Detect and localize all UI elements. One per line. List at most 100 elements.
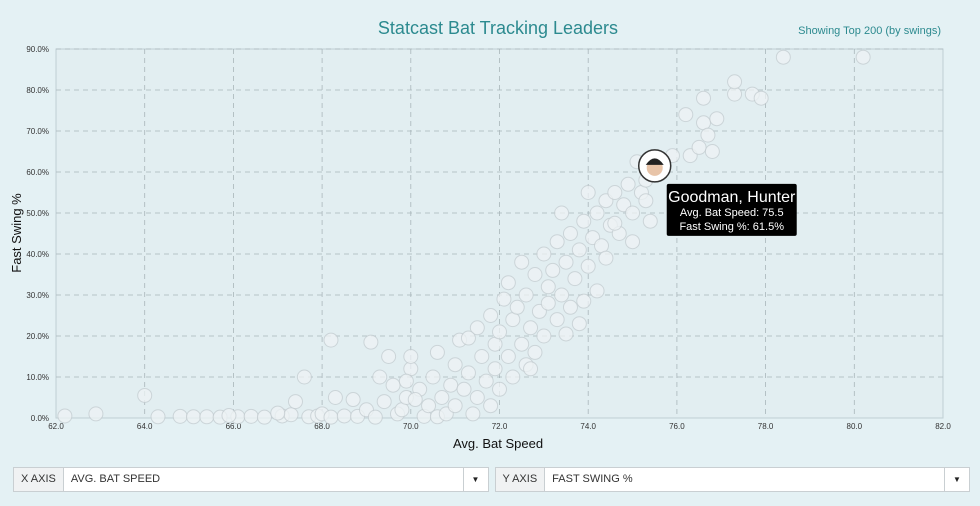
- data-point[interactable]: [567, 271, 583, 287]
- data-point[interactable]: [576, 293, 592, 309]
- data-point[interactable]: [283, 407, 299, 423]
- data-point[interactable]: [709, 111, 725, 127]
- data-point[interactable]: [571, 242, 587, 258]
- data-point[interactable]: [558, 254, 574, 270]
- data-point[interactable]: [487, 361, 503, 377]
- data-point[interactable]: [447, 398, 463, 414]
- data-point[interactable]: [483, 308, 499, 323]
- caret-down-icon[interactable]: ▼: [462, 468, 488, 491]
- data-point[interactable]: [855, 49, 871, 65]
- data-point[interactable]: [296, 369, 312, 385]
- data-point[interactable]: [775, 49, 791, 65]
- data-point[interactable]: [562, 226, 578, 241]
- data-point[interactable]: [753, 90, 769, 106]
- data-point[interactable]: [496, 291, 512, 307]
- data-point[interactable]: [580, 258, 596, 274]
- data-point[interactable]: [323, 332, 339, 348]
- x-axis-select[interactable]: X AXIS AVG. BAT SPEED ▼: [13, 467, 489, 492]
- data-point[interactable]: [625, 234, 641, 250]
- data-point[interactable]: [199, 409, 215, 425]
- data-point[interactable]: [287, 394, 303, 410]
- data-point[interactable]: [185, 409, 201, 425]
- data-point[interactable]: [598, 250, 614, 266]
- data-point[interactable]: [425, 369, 441, 385]
- data-point[interactable]: [376, 394, 392, 410]
- data-point[interactable]: [403, 349, 419, 364]
- data-point[interactable]: [460, 365, 476, 381]
- data-point[interactable]: [270, 405, 286, 421]
- data-point[interactable]: [456, 381, 472, 397]
- data-point[interactable]: [381, 349, 397, 364]
- data-point[interactable]: [514, 336, 530, 352]
- data-point[interactable]: [514, 254, 530, 270]
- data-point[interactable]: [363, 334, 379, 350]
- data-point[interactable]: [576, 213, 592, 229]
- data-point[interactable]: [518, 287, 534, 303]
- data-point[interactable]: [221, 408, 237, 424]
- data-point[interactable]: [589, 283, 605, 299]
- data-point[interactable]: [323, 409, 339, 425]
- data-point[interactable]: [150, 409, 166, 425]
- data-point[interactable]: [527, 344, 543, 360]
- data-point[interactable]: [469, 390, 485, 405]
- data-point[interactable]: [620, 176, 636, 192]
- data-point[interactable]: [367, 409, 383, 425]
- data-point[interactable]: [336, 408, 352, 424]
- data-point[interactable]: [704, 144, 720, 159]
- data-point[interactable]: [554, 287, 570, 303]
- data-point[interactable]: [465, 406, 481, 422]
- data-point[interactable]: [256, 409, 272, 425]
- data-point[interactable]: [571, 316, 587, 332]
- data-point[interactable]: [372, 369, 388, 385]
- data-point[interactable]: [549, 234, 565, 250]
- x-axis-select-value[interactable]: AVG. BAT SPEED: [70, 473, 161, 485]
- data-point[interactable]: [523, 361, 539, 377]
- data-point[interactable]: [523, 320, 539, 336]
- data-point[interactable]: [429, 344, 445, 360]
- data-point[interactable]: [589, 205, 605, 221]
- data-point[interactable]: [554, 205, 570, 221]
- data-point[interactable]: [434, 390, 450, 405]
- data-point[interactable]: [527, 267, 543, 282]
- data-point[interactable]: [492, 324, 507, 340]
- data-point[interactable]: [469, 320, 485, 336]
- data-point[interactable]: [536, 328, 552, 344]
- data-point[interactable]: [137, 387, 153, 403]
- data-point[interactable]: [727, 74, 743, 90]
- data-point[interactable]: [549, 312, 565, 328]
- data-point[interactable]: [580, 185, 596, 200]
- y-axis-select[interactable]: Y AXIS FAST SWING % ▼: [494, 467, 970, 492]
- data-point[interactable]: [88, 406, 104, 422]
- data-point[interactable]: [500, 275, 516, 291]
- data-point[interactable]: [447, 357, 463, 373]
- data-point[interactable]: [345, 392, 361, 408]
- data-point[interactable]: [562, 299, 578, 315]
- data-point[interactable]: [460, 330, 476, 346]
- data-point[interactable]: [478, 373, 494, 389]
- data-point[interactable]: [443, 377, 459, 393]
- data-point[interactable]: [505, 369, 521, 385]
- data-point[interactable]: [172, 408, 188, 424]
- data-point[interactable]: [545, 262, 561, 278]
- data-point[interactable]: [691, 139, 707, 155]
- caret-down-icon[interactable]: ▼: [944, 468, 969, 491]
- data-point[interactable]: [558, 326, 574, 342]
- data-point[interactable]: [540, 279, 556, 295]
- data-point[interactable]: [678, 107, 694, 123]
- data-point[interactable]: [638, 193, 654, 209]
- data-point[interactable]: [540, 295, 556, 311]
- data-point[interactable]: [243, 408, 259, 424]
- data-point[interactable]: [421, 398, 437, 414]
- y-axis-select-value[interactable]: FAST SWING %: [552, 473, 633, 485]
- data-point[interactable]: [492, 381, 507, 397]
- data-point[interactable]: [607, 215, 623, 231]
- data-point[interactable]: [57, 408, 73, 424]
- data-point[interactable]: [696, 90, 712, 106]
- data-point[interactable]: [500, 349, 516, 364]
- data-point[interactable]: [398, 373, 414, 389]
- data-point[interactable]: [625, 205, 641, 221]
- data-point[interactable]: [483, 398, 499, 414]
- data-point[interactable]: [327, 390, 343, 405]
- data-point[interactable]: [700, 127, 716, 143]
- data-point[interactable]: [407, 392, 423, 408]
